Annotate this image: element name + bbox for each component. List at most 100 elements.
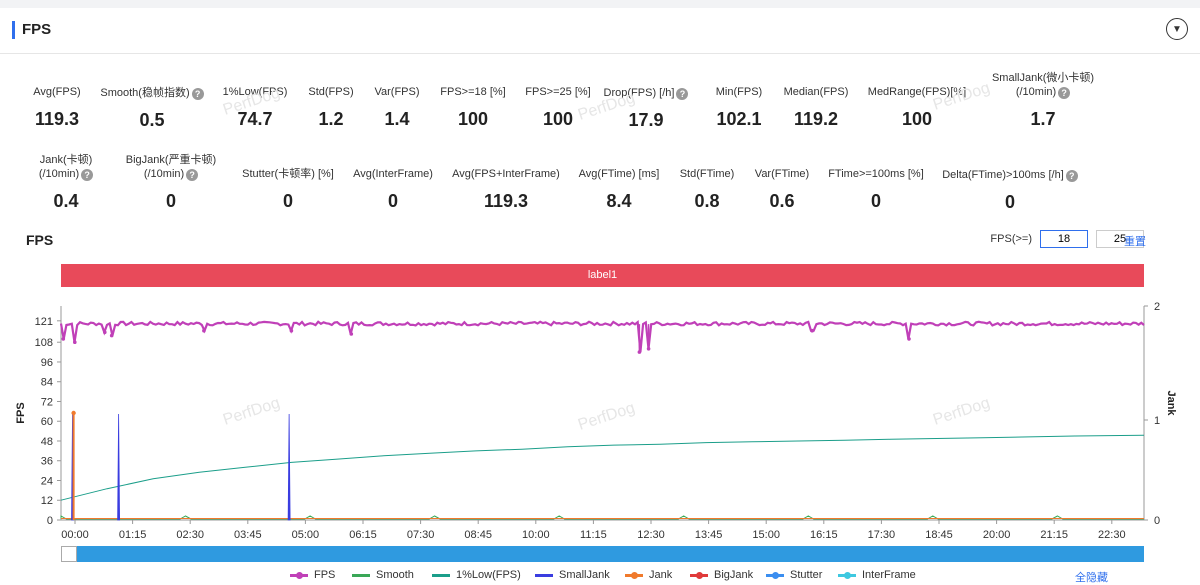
x-tick-label: 18:45 <box>925 529 953 541</box>
x-tick-label: 10:00 <box>522 529 550 541</box>
metric-value: 119.3 <box>34 109 80 129</box>
metric-label: Std(FPS) <box>308 86 354 98</box>
help-icon[interactable]: ? <box>81 169 94 181</box>
metric-value: 0 <box>870 191 881 211</box>
metric: Var(FPS) 1.4 <box>322 85 472 130</box>
metric-label: Var(FTime) <box>754 168 810 180</box>
metric-label: FTime>=100ms [%] <box>828 168 924 180</box>
metric-label: Smooth(稳帧指数) <box>100 87 190 99</box>
metric: Avg(FPS) 119.3 <box>0 85 132 130</box>
metric: SmallJank(微小卡顿) (/10min)? 1.7 <box>968 71 1118 130</box>
threshold-label: FPS(>=) <box>990 233 1032 245</box>
legend-item[interactable]: Smooth <box>352 569 414 581</box>
metric-label: 1%Low(FPS) <box>222 86 288 98</box>
legend-item[interactable]: Stutter <box>766 569 822 581</box>
metric-label: SmallJank(微小卡顿) <box>991 72 1095 84</box>
legend-label: SmallJank <box>559 569 610 581</box>
metric: BigJank(严重卡顿) (/10min)? 0 <box>96 153 246 212</box>
jank-point <box>71 410 76 416</box>
smalljank-spike <box>117 413 121 521</box>
metric: FPS>=18 [%] 100 <box>398 85 548 130</box>
y-tick-label: 0 <box>47 515 53 527</box>
metric-value: 17.9 <box>628 110 664 130</box>
legend-swatch <box>432 573 450 577</box>
watermark: PerfDog <box>576 399 637 433</box>
metric-value: 100 <box>901 109 933 129</box>
fps-dip-point <box>289 328 294 333</box>
legend-item[interactable]: SmallJank <box>535 569 610 581</box>
legend-label: BigJank <box>714 569 754 581</box>
metric-label: FPS>=25 [%] <box>525 86 591 98</box>
top-strip <box>0 0 1200 8</box>
metric: Stutter(卡顿率) [%] 0 <box>213 167 363 212</box>
legend-item[interactable]: InterFrame <box>838 569 916 581</box>
metric-value: 100 <box>457 109 489 129</box>
fps-dip-point <box>109 333 114 338</box>
metric-value: 1.4 <box>384 109 410 129</box>
threshold-input-1[interactable] <box>1040 230 1088 248</box>
metric: FPS>=25 [%] 100 <box>483 85 633 130</box>
help-icon[interactable]: ? <box>676 88 689 100</box>
y-tick-label: 36 <box>41 456 53 468</box>
y2-tick-label: 0 <box>1154 515 1160 527</box>
smalljank-spike <box>71 413 74 521</box>
legend-swatch <box>838 571 856 579</box>
help-icon[interactable]: ? <box>1058 87 1071 99</box>
metric-label: Stutter(卡顿率) [%] <box>242 168 334 180</box>
help-icon[interactable]: ? <box>1065 170 1078 182</box>
watermark: PerfDog <box>221 394 282 428</box>
slider-handle[interactable] <box>61 546 77 562</box>
legend-label: Smooth <box>376 569 414 581</box>
hide-all-button[interactable]: 全隐藏 <box>1075 572 1108 584</box>
metric: FTime>=100ms [%] 0 <box>801 167 951 212</box>
legend-swatch <box>690 571 708 579</box>
metric: MedRange(FPS)[%] 100 <box>842 85 992 130</box>
metric-value: 0 <box>282 191 293 211</box>
legend-item[interactable]: BigJank <box>690 569 753 581</box>
x-tick-label: 08:45 <box>464 529 492 541</box>
metric-value: 100 <box>542 109 574 129</box>
y-tick-label: 12 <box>41 495 53 507</box>
y-tick-label: 60 <box>41 416 53 428</box>
chevron-down-icon[interactable]: ▼ <box>1166 18 1188 40</box>
reset-button[interactable]: 重置 <box>1124 236 1146 248</box>
legend-swatch <box>766 571 784 579</box>
metric-label: Drop(FPS) [/h] <box>603 87 675 99</box>
metric-label: Min(FPS) <box>715 86 763 98</box>
metric: Smooth(稳帧指数)? 0.5 <box>77 85 227 131</box>
x-tick-label: 00:00 <box>61 529 89 541</box>
help-icon[interactable]: ? <box>191 88 204 100</box>
legend-item[interactable]: FPS <box>290 569 335 581</box>
x-tick-label: 11:15 <box>580 529 607 541</box>
legend-item[interactable]: Jank <box>625 569 672 581</box>
legend-item[interactable]: 1%Low(FPS) <box>432 569 521 581</box>
metric: Drop(FPS) [/h]? 17.9 <box>571 85 721 131</box>
y2-tick-label: 2 <box>1154 301 1160 313</box>
fps-dip-point <box>646 347 651 351</box>
x-tick-label: 06:15 <box>349 529 377 541</box>
metric: Delta(FTime)>100ms [/h]? 0 <box>935 167 1085 213</box>
header-accent <box>12 21 15 39</box>
y2-axis-title: Jank <box>1165 390 1177 416</box>
metric-label: Std(FTime) <box>679 168 735 180</box>
metric: Std(FTime) 0.8 <box>632 167 782 212</box>
y-axis-title: FPS <box>15 402 27 423</box>
y-tick-label: 72 <box>41 396 53 408</box>
metric-label: Delta(FTime)>100ms [/h] <box>942 169 1064 181</box>
metric: Std(FPS) 1.2 <box>256 85 406 130</box>
metric-value: 0 <box>1004 192 1015 212</box>
time-range-slider[interactable] <box>61 546 1144 562</box>
help-icon[interactable]: ? <box>186 169 199 181</box>
metric-label: FPS>=18 [%] <box>440 86 506 98</box>
fps-line <box>59 319 1145 353</box>
chart-legend: FPS Smooth 1%Low(FPS) SmallJank Jank BigJank S… <box>0 569 1200 583</box>
y-tick-label: 121 <box>35 316 53 328</box>
metric-value: 0 <box>165 191 176 211</box>
metric-label-unit: (/10min)? <box>96 167 246 181</box>
low1-line <box>60 434 1145 501</box>
fps-dip-point <box>637 350 642 354</box>
metric-label-unit: (/10min)? <box>0 167 141 181</box>
threshold-input-2[interactable] <box>1096 230 1144 248</box>
x-tick-label: 13:45 <box>695 529 723 541</box>
label-bar[interactable]: label1 <box>61 264 1144 287</box>
